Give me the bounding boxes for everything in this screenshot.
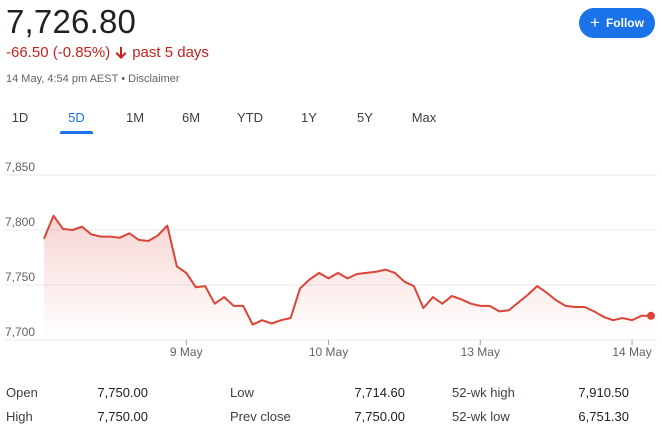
stat-label: Prev close bbox=[230, 409, 291, 424]
stat-label: 52-wk low bbox=[452, 409, 510, 424]
last-point-dot bbox=[647, 311, 655, 320]
disclaimer-link[interactable]: Disclaimer bbox=[128, 73, 180, 85]
x-tick-label: 14 May bbox=[612, 345, 651, 359]
follow-label: Follow bbox=[605, 16, 644, 30]
stat-value: 7,750.00 bbox=[97, 409, 148, 424]
follow-button[interactable]: + Follow bbox=[579, 8, 655, 38]
timestamp: 14 May, 4:54 pm AEST bbox=[6, 73, 119, 85]
tab-1m[interactable]: 1M bbox=[125, 110, 145, 125]
stat-label: High bbox=[6, 409, 33, 424]
y-tick-label: 7,700 bbox=[5, 325, 35, 339]
stat-value: 7,910.50 bbox=[578, 385, 629, 400]
price-change: -66.50 (-0.85%) past 5 days bbox=[6, 43, 209, 63]
y-tick-label: 7,850 bbox=[5, 160, 35, 174]
stat-label: Open bbox=[6, 385, 38, 400]
series-line bbox=[43, 214, 651, 326]
stat-open: Open 7,750.00 bbox=[6, 383, 148, 403]
change-period: past 5 days bbox=[132, 44, 209, 61]
change-value: -66.50 (-0.85%) bbox=[6, 44, 111, 61]
tab-5d[interactable]: 5D bbox=[60, 104, 93, 134]
stat-value: 7,750.00 bbox=[97, 385, 148, 400]
stat-low: Low 7,714.60 bbox=[230, 383, 405, 403]
tab-5y[interactable]: 5Y bbox=[357, 110, 373, 125]
tab-6m[interactable]: 6M bbox=[181, 110, 201, 125]
tab-1d[interactable]: 1D bbox=[11, 110, 29, 125]
y-tick-label: 7,800 bbox=[5, 215, 35, 229]
x-tick-label: 13 May bbox=[461, 345, 500, 359]
plus-icon: + bbox=[590, 12, 600, 32]
separator: • bbox=[121, 73, 126, 85]
tab-max[interactable]: Max bbox=[411, 110, 437, 125]
stat-prev-close: Prev close 7,750.00 bbox=[230, 407, 405, 427]
series-area bbox=[44, 215, 651, 340]
stat-value: 6,751.30 bbox=[578, 409, 629, 424]
quote-meta: 14 May, 4:54 pm AEST • Disclaimer bbox=[6, 72, 180, 86]
range-tabs: 1D 5D 1M 6M YTD 1Y 5Y Max bbox=[0, 104, 470, 134]
stat-value: 7,714.60 bbox=[354, 385, 405, 400]
x-tick-label: 9 May bbox=[170, 345, 203, 359]
stat-52wk-high: 52-wk high 7,910.50 bbox=[452, 383, 629, 403]
y-tick-label: 7,750 bbox=[5, 270, 35, 284]
x-tick-label: 10 May bbox=[309, 345, 348, 359]
stat-value: 7,750.00 bbox=[354, 409, 405, 424]
stats-table: Open 7,750.00 High 7,750.00 Low 7,714.60… bbox=[6, 383, 656, 431]
tab-1y[interactable]: 1Y bbox=[301, 110, 317, 125]
stat-high: High 7,750.00 bbox=[6, 407, 148, 427]
tab-ytd[interactable]: YTD bbox=[237, 110, 263, 125]
arrow-down-icon bbox=[115, 47, 127, 59]
price-chart[interactable]: 7,850 7,800 7,750 7,700 9 May 10 May 13 May 14… bbox=[0, 150, 662, 365]
stat-label: Low bbox=[230, 385, 254, 400]
current-price: 7,726.80 bbox=[6, 3, 137, 40]
stat-label: 52-wk high bbox=[452, 385, 515, 400]
stat-52wk-low: 52-wk low 6,751.30 bbox=[452, 407, 629, 427]
